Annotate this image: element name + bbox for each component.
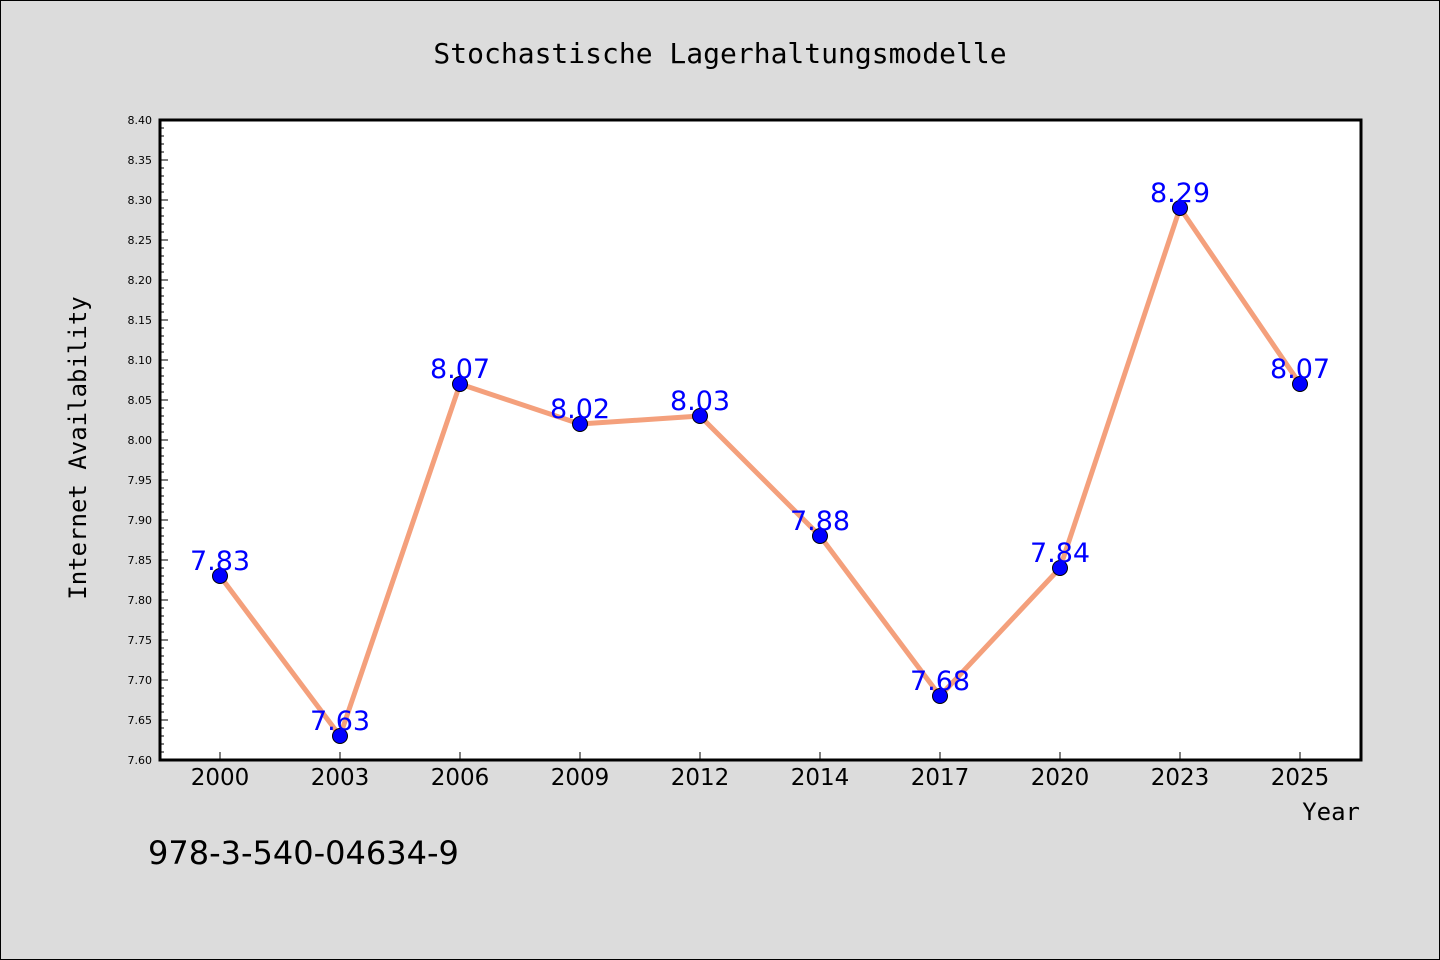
series-line [218,205,1303,739]
y-tick-label: 7.65 [128,714,153,727]
x-tick-label: 2009 [551,765,610,791]
data-label: 7.68 [910,666,970,697]
y-tick-label: 8.35 [128,154,153,167]
y-tick-label: 8.40 [128,114,153,127]
y-tick-label: 7.70 [128,674,153,687]
data-point [1172,200,1188,216]
x-tick-label: 2025 [1271,765,1330,791]
y-tick-label: 8.15 [128,314,153,327]
y-tick-label: 8.10 [128,354,153,367]
data-label: 7.83 [190,546,250,577]
data-point [692,408,708,424]
data-label: 8.07 [430,354,490,385]
isbn-annotation: 978-3-540-04634-9 [148,834,459,872]
data-point [572,416,588,432]
series-group: 7.83 7.63 8.07 8.02 8.03 7.88 7.68 7.84 8.29 8.07 [190,178,1330,744]
x-tick-label: 2020 [1031,765,1090,791]
y-tick-label: 7.75 [128,634,153,647]
y-tick-label: 7.60 [128,754,153,767]
y-tick-label: 8.00 [128,434,153,447]
y-axis-label: Internet Availability [64,296,92,599]
data-label: 7.84 [1030,538,1090,569]
y-tick-label: 7.85 [128,554,153,567]
data-point [1292,376,1308,392]
y-tick-label: 8.20 [128,274,153,287]
x-tick-label: 2012 [671,765,730,791]
x-tick-label: 2003 [311,765,370,791]
data-point [452,376,468,392]
data-label: 7.88 [790,506,850,537]
y-tick-label: 7.95 [128,474,153,487]
x-tick-label: 2023 [1151,765,1210,791]
y-tick-label: 8.25 [128,234,153,247]
plot-border [158,118,1363,762]
data-point [812,528,828,544]
data-point [332,728,348,744]
x-tick-label: 2006 [431,765,490,791]
y-axis: 7.60 7.65 7.70 7.75 7.80 7.85 7.90 7.95 8.00 8.05… [128,114,168,767]
data-label: 8.29 [1150,178,1210,209]
data-point [1052,560,1068,576]
x-tick-label: 2017 [911,765,970,791]
data-point [212,568,228,584]
data-label: 7.63 [310,706,370,737]
data-label: 8.07 [1270,354,1330,385]
data-label: 8.02 [550,394,610,425]
plot-area [160,120,1361,760]
data-point [932,688,948,704]
y-tick-label: 8.05 [128,394,153,407]
y-tick-label: 8.30 [128,194,153,207]
data-label: 8.03 [670,386,730,417]
x-tick-label: 2000 [191,765,250,791]
y-tick-label: 7.90 [128,514,153,527]
y-tick-label: 7.80 [128,594,153,607]
x-axis-label: Year [1302,798,1360,826]
x-tick-label: 2014 [791,765,850,791]
chart-title: Stochastische Lagerhaltungsmodelle [433,37,1006,70]
